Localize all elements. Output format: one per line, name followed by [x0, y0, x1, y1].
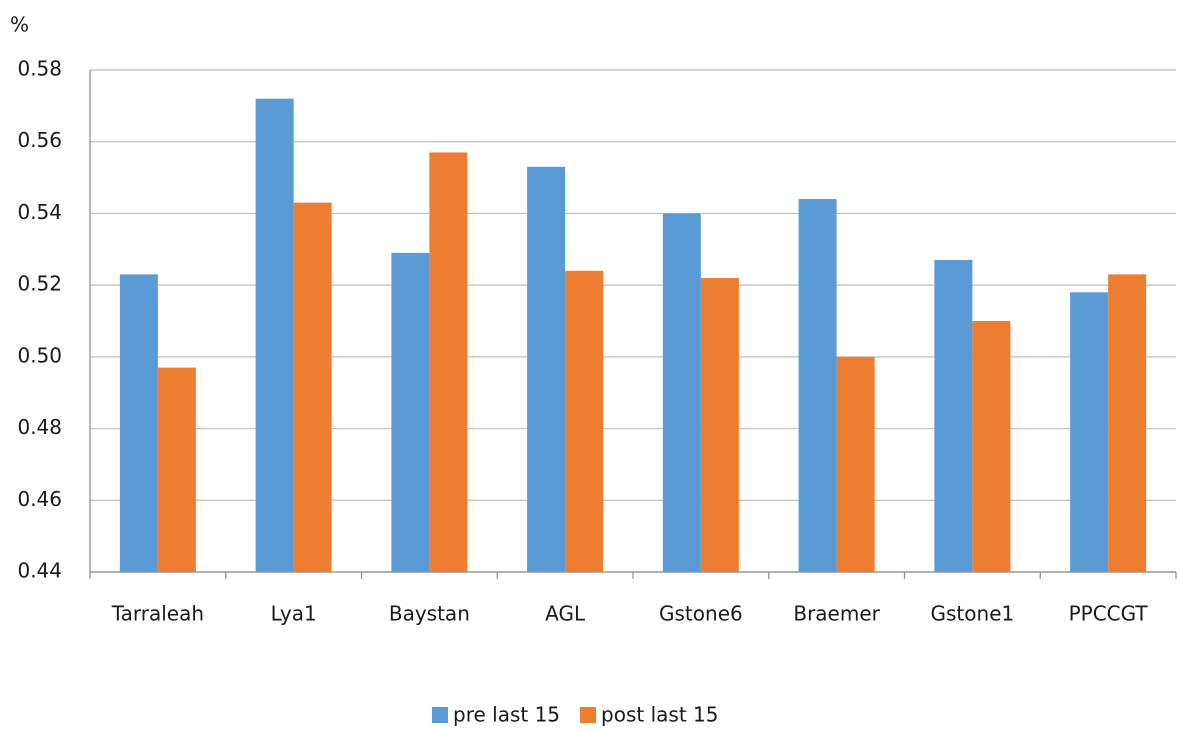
bar	[1108, 274, 1147, 572]
x-tick-label: Gstone1	[931, 602, 1015, 626]
y-tick-label: 0.50	[17, 343, 62, 367]
x-tick-label: Tarraleah	[111, 602, 204, 626]
y-tick-label: 0.52	[17, 272, 62, 296]
bar	[119, 274, 158, 572]
bar	[293, 202, 332, 572]
bar	[527, 166, 566, 573]
bar	[972, 321, 1011, 572]
x-tick-label: Braemer	[793, 602, 880, 626]
x-tick-label: Lya1	[271, 602, 317, 626]
bar	[255, 98, 294, 572]
y-tick-label: 0.56	[17, 128, 62, 152]
bar	[1070, 292, 1109, 572]
bar	[700, 277, 739, 572]
bar	[565, 270, 604, 572]
legend-swatch	[580, 707, 597, 723]
bar	[934, 260, 973, 572]
bar	[157, 367, 196, 572]
y-tick-label: 0.46	[17, 487, 62, 511]
y-tick-label: 0.48	[17, 415, 62, 439]
bar	[836, 356, 875, 572]
y-tick-label: 0.54	[17, 200, 62, 224]
x-tick-label: AGL	[545, 602, 586, 626]
bar	[391, 252, 430, 572]
legend-swatch	[432, 707, 448, 723]
y-tick-label: 0.58	[17, 57, 62, 81]
bar	[798, 199, 837, 573]
y-axis-label: %	[10, 13, 29, 37]
legend-label: pre last 15	[453, 703, 560, 727]
x-tick-label: Gstone6	[659, 602, 743, 626]
legend-label: post last 15	[601, 703, 718, 727]
y-tick-label: 0.44	[17, 559, 62, 583]
bar	[662, 213, 701, 572]
x-tick-label: Baystan	[389, 602, 470, 626]
x-tick-label: PPCCGT	[1069, 602, 1149, 626]
bar	[429, 152, 468, 572]
